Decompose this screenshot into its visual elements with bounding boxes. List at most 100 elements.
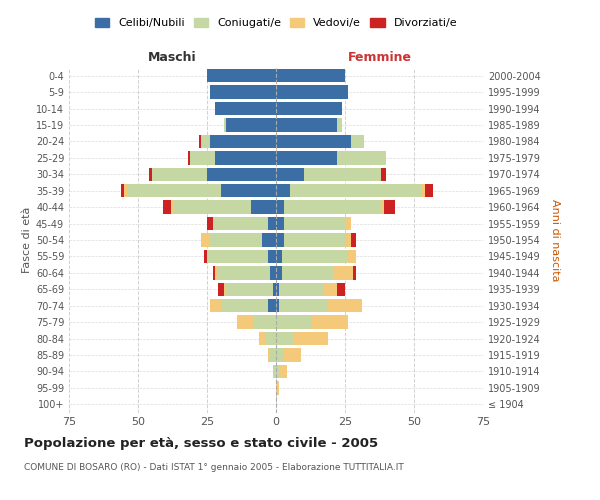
Bar — [226, 282, 273, 296]
Bar — [345, 217, 350, 230]
Bar — [284, 200, 381, 214]
Bar — [276, 299, 279, 312]
Bar — [334, 266, 353, 280]
Text: COMUNE DI BOSARO (RO) - Dati ISTAT 1° gennaio 2005 - Elaborazione TUTTITALIA.IT: COMUNE DI BOSARO (RO) - Dati ISTAT 1° ge… — [24, 463, 404, 472]
Bar — [276, 168, 304, 181]
Bar — [212, 217, 268, 230]
Bar — [207, 69, 276, 82]
Bar — [218, 282, 224, 296]
Bar — [268, 299, 276, 312]
Bar — [215, 102, 276, 116]
Bar — [323, 282, 337, 296]
Bar — [207, 250, 268, 263]
Y-axis label: Fasce di età: Fasce di età — [22, 207, 32, 273]
Bar — [238, 316, 254, 329]
Bar — [279, 364, 287, 378]
Bar — [226, 118, 276, 132]
Bar — [279, 299, 328, 312]
Bar — [350, 134, 364, 148]
Bar — [281, 266, 334, 280]
Bar — [254, 316, 276, 329]
Bar — [276, 118, 337, 132]
Bar — [284, 234, 345, 246]
Bar — [121, 184, 124, 198]
Bar — [276, 348, 284, 362]
Bar — [188, 151, 190, 164]
Bar — [312, 316, 348, 329]
Bar — [276, 332, 293, 345]
Bar — [199, 134, 202, 148]
Bar — [293, 332, 328, 345]
Bar — [279, 282, 323, 296]
Bar — [204, 250, 207, 263]
Bar — [271, 266, 276, 280]
Bar — [190, 151, 215, 164]
Bar — [350, 234, 356, 246]
Bar — [124, 184, 127, 198]
Bar — [210, 86, 276, 99]
Bar — [284, 348, 301, 362]
Bar — [337, 151, 386, 164]
Bar — [221, 299, 268, 312]
Bar — [337, 118, 342, 132]
Bar — [276, 134, 350, 148]
Legend: Celibi/Nubili, Coniugati/e, Vedovi/e, Divorziati/e: Celibi/Nubili, Coniugati/e, Vedovi/e, Di… — [91, 13, 461, 32]
Bar — [127, 184, 221, 198]
Bar — [276, 69, 345, 82]
Bar — [328, 299, 362, 312]
Bar — [381, 200, 383, 214]
Bar — [383, 200, 395, 214]
Bar — [152, 168, 207, 181]
Bar — [276, 102, 342, 116]
Bar — [212, 266, 215, 280]
Bar — [304, 168, 381, 181]
Bar — [276, 234, 284, 246]
Bar — [221, 184, 276, 198]
Bar — [345, 234, 350, 246]
Bar — [202, 134, 210, 148]
Bar — [276, 266, 281, 280]
Bar — [276, 86, 348, 99]
Bar — [273, 282, 276, 296]
Bar — [224, 282, 226, 296]
Text: Popolazione per età, sesso e stato civile - 2005: Popolazione per età, sesso e stato civil… — [24, 438, 378, 450]
Bar — [210, 234, 262, 246]
Bar — [422, 184, 425, 198]
Bar — [281, 250, 348, 263]
Bar — [224, 118, 226, 132]
Bar — [353, 266, 356, 280]
Bar — [290, 184, 422, 198]
Bar — [276, 250, 281, 263]
Y-axis label: Anni di nascita: Anni di nascita — [550, 198, 560, 281]
Bar — [174, 200, 251, 214]
Bar — [202, 234, 210, 246]
Bar — [348, 250, 356, 263]
Bar — [265, 332, 276, 345]
Text: Maschi: Maschi — [148, 51, 197, 64]
Bar — [259, 332, 265, 345]
Bar — [276, 151, 337, 164]
Bar — [171, 200, 174, 214]
Bar — [268, 217, 276, 230]
Bar — [163, 200, 171, 214]
Bar — [273, 364, 276, 378]
Bar — [276, 364, 279, 378]
Bar — [207, 168, 276, 181]
Bar — [381, 168, 386, 181]
Bar — [276, 282, 279, 296]
Bar — [218, 266, 271, 280]
Bar — [284, 217, 345, 230]
Bar — [268, 250, 276, 263]
Bar — [337, 282, 345, 296]
Bar — [268, 348, 271, 362]
Bar — [276, 200, 284, 214]
Bar — [271, 348, 276, 362]
Bar — [149, 168, 152, 181]
Bar — [215, 266, 218, 280]
Bar — [425, 184, 433, 198]
Bar — [276, 217, 284, 230]
Bar — [262, 234, 276, 246]
Bar — [210, 299, 221, 312]
Bar — [276, 316, 312, 329]
Bar — [215, 151, 276, 164]
